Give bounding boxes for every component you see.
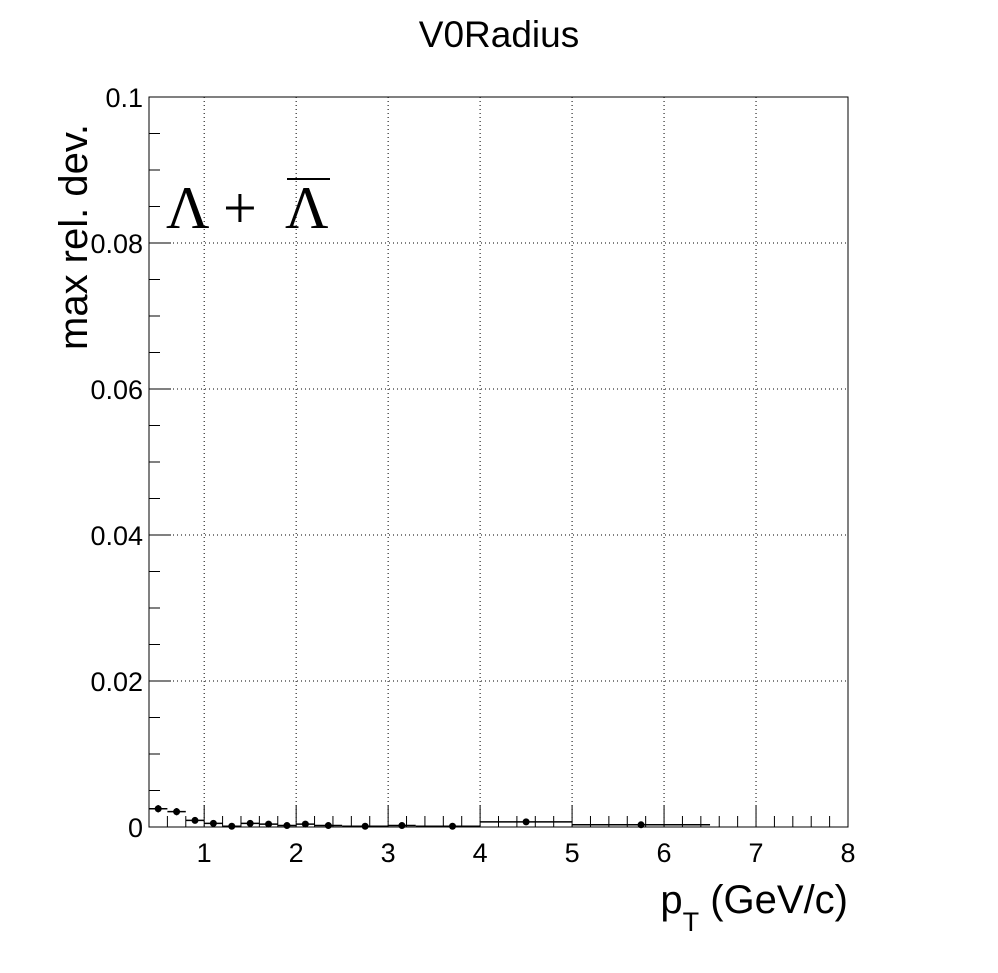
point-marker	[265, 820, 273, 828]
axis-tick-labels: 1 2 3 4 5 6 7 8 0 0.02 0.04 0.06 0.08 0.1	[90, 83, 855, 868]
data-point	[167, 808, 186, 816]
y-tick-label: 0	[128, 813, 143, 843]
point-marker	[209, 819, 217, 827]
x-tick-label: 1	[197, 838, 212, 868]
x-tick-label: 5	[565, 838, 580, 868]
axis-ticks	[148, 96, 849, 828]
data-point	[222, 822, 241, 830]
x-tick-label: 3	[381, 838, 396, 868]
data-point	[480, 818, 573, 826]
data-point	[296, 820, 315, 828]
y-tick-label: 0.04	[90, 521, 143, 551]
data-points	[149, 805, 711, 830]
point-marker	[449, 822, 457, 830]
point-marker	[283, 822, 291, 830]
point-marker	[361, 822, 369, 830]
plot-frame	[148, 96, 849, 828]
grid	[149, 97, 848, 827]
y-tick-label: 0.06	[90, 375, 143, 405]
x-axis-label-subscript: T	[683, 907, 700, 937]
x-tick-label: 6	[657, 838, 672, 868]
data-point	[149, 805, 168, 813]
point-marker	[324, 822, 332, 830]
x-tick-label: 4	[473, 838, 488, 868]
point-marker	[246, 819, 254, 827]
data-point	[259, 820, 278, 828]
x-axis-label: pT (GeV/c)	[660, 878, 848, 937]
data-point	[204, 819, 223, 827]
data-point	[185, 816, 205, 824]
y-tick-label: 0.1	[105, 83, 143, 113]
point-marker	[191, 816, 199, 824]
x-axis-label-main: p	[660, 878, 682, 922]
data-point	[240, 819, 260, 827]
annotation-lambda-plus: Λ +	[166, 175, 272, 241]
y-tick-label: 0.08	[90, 229, 143, 259]
point-marker	[154, 805, 162, 813]
chart-title: V0Radius	[419, 14, 579, 55]
x-axis-label-unit: (GeV/c)	[699, 878, 848, 922]
annotation-anti-lambda: Λ	[285, 175, 329, 241]
y-axis-label: max rel. dev.	[52, 124, 96, 350]
point-marker	[301, 820, 309, 828]
x-tick-label: 2	[289, 838, 304, 868]
y-tick-label: 0.02	[90, 667, 143, 697]
point-marker	[228, 822, 236, 830]
x-tick-label: 8	[840, 838, 855, 868]
point-marker	[398, 822, 406, 830]
particle-annotation: Λ + Λ	[166, 175, 330, 241]
x-tick-label: 7	[749, 838, 764, 868]
point-marker	[173, 808, 181, 816]
point-marker	[522, 818, 530, 826]
